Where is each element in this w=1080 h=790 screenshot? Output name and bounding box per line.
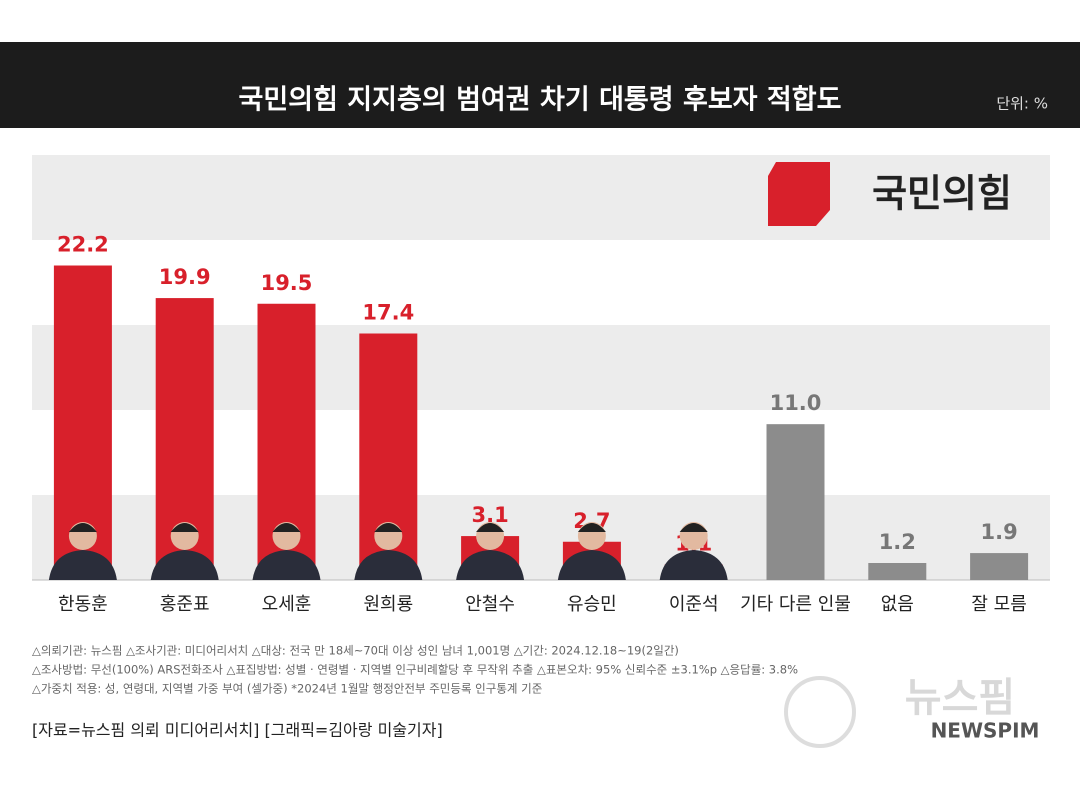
portrait [150,550,219,580]
value-label: 22.2 [57,233,109,257]
x-tick-label: 기타 다른 인물 [740,594,851,615]
value-label: 19.9 [159,265,211,289]
value-label: 19.5 [261,271,313,295]
x-tick-label: 안철수 [465,594,515,615]
portrait [68,523,97,532]
value-label: 1.9 [980,520,1017,544]
x-tick-label: 없음 [881,594,914,615]
value-label: 11.0 [770,391,822,415]
note: △가중치 적용: 성, 연령대, 지역별 가중 부여 (셀가중) *2024년 … [32,682,542,696]
x-tick-label: 유승민 [567,594,617,615]
portrait [659,550,728,580]
x-tick-label: 홍준표 [160,594,210,615]
logo-text: 국민의힘 [872,172,1012,216]
x-tick-label: 한동훈 [58,594,108,615]
portrait [48,550,117,580]
x-tick-label: 오세훈 [262,594,312,615]
portrait [679,523,708,532]
value-label: 1.2 [879,530,916,554]
value-label: 17.4 [362,301,414,325]
portrait [476,523,505,532]
watermark: NEWSPIM [931,719,1040,743]
portrait [557,550,626,580]
portrait [252,550,321,580]
logo-mark [768,162,830,226]
note: △의뢰기관: 뉴스핌 △조사기관: 미디어리서치 △대상: 전국 만 18세~7… [32,644,679,658]
bar [868,563,927,580]
x-tick-label: 원희룡 [363,594,413,615]
bar [970,553,1029,580]
header-bar [0,42,1080,128]
x-tick-label: 잘 모름 [971,594,1026,615]
portrait [577,523,606,532]
watermark-logo [784,676,856,748]
watermark: 뉴스핌 [905,675,1015,721]
note: △조사방법: 무선(100%) ARS전화조사 △표집방법: 성별 · 연령별 … [32,663,798,677]
portrait [272,523,301,532]
portrait [354,550,423,580]
bar [766,424,825,580]
portrait [374,523,403,532]
portrait [456,550,525,580]
x-tick-label: 이준석 [669,594,719,615]
unit: 단위: % [996,95,1048,113]
portrait [170,523,199,532]
band [32,155,1050,240]
title: 국민의힘 지지층의 범여권 차기 대통령 후보자 적합도 [239,85,842,116]
source: [자료=뉴스핌 의뢰 미디어리서치] [그래픽=김아랑 미술기자] [32,721,443,740]
